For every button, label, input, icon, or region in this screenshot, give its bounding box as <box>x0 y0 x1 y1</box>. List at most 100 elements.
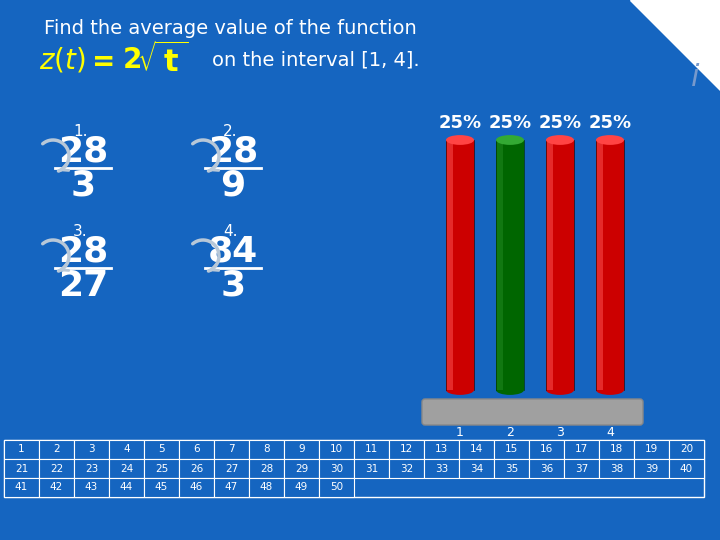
Text: 34: 34 <box>470 463 483 474</box>
Text: 15: 15 <box>505 444 518 455</box>
Bar <box>109 440 144 459</box>
Bar <box>319 478 354 497</box>
Bar <box>249 459 284 478</box>
Bar <box>284 478 319 497</box>
Ellipse shape <box>446 135 474 145</box>
Text: 32: 32 <box>400 463 413 474</box>
Text: 25: 25 <box>155 463 168 474</box>
Text: 7: 7 <box>228 444 235 455</box>
Text: 2: 2 <box>506 426 514 439</box>
Text: 20: 20 <box>680 444 693 455</box>
Bar <box>424 440 459 459</box>
Bar <box>494 459 529 478</box>
Ellipse shape <box>546 135 574 145</box>
Text: $\mathbf{\sqrt{\,t\,}}$: $\mathbf{\sqrt{\,t\,}}$ <box>138 42 189 78</box>
Text: on the interval [1, 4].: on the interval [1, 4]. <box>212 51 420 70</box>
Text: 23: 23 <box>85 463 98 474</box>
Text: 40: 40 <box>680 463 693 474</box>
Text: 48: 48 <box>260 483 273 492</box>
Bar <box>39 440 74 459</box>
Bar <box>74 459 109 478</box>
Text: 45: 45 <box>155 483 168 492</box>
Bar <box>354 459 389 478</box>
Bar <box>39 459 74 478</box>
Bar <box>179 440 214 459</box>
Polygon shape <box>630 0 720 90</box>
Text: $\mathbf{2}$: $\mathbf{2}$ <box>122 46 140 74</box>
Bar <box>634 459 669 478</box>
Text: 35: 35 <box>505 463 518 474</box>
Text: 22: 22 <box>50 463 63 474</box>
Bar <box>214 478 249 497</box>
Text: 27: 27 <box>225 463 238 474</box>
Text: $\mathbf{\mathit{z(t)}}$: $\mathbf{\mathit{z(t)}}$ <box>39 45 86 75</box>
Text: 3: 3 <box>556 426 564 439</box>
Text: 3: 3 <box>88 444 95 455</box>
Bar <box>4 440 704 497</box>
Text: 41: 41 <box>15 483 28 492</box>
Text: 19: 19 <box>645 444 658 455</box>
Bar <box>446 140 474 390</box>
Text: $\it{i}$: $\it{i}$ <box>690 63 700 93</box>
Bar <box>179 478 214 497</box>
Bar <box>546 140 574 390</box>
Bar <box>319 459 354 478</box>
Text: 1: 1 <box>456 426 464 439</box>
Text: 25%: 25% <box>588 114 631 132</box>
Bar <box>284 440 319 459</box>
Bar <box>564 459 599 478</box>
Bar <box>179 459 214 478</box>
Bar <box>596 140 624 390</box>
Text: 21: 21 <box>15 463 28 474</box>
Bar <box>546 140 553 390</box>
Bar <box>284 459 319 478</box>
Ellipse shape <box>596 135 624 145</box>
Text: 14: 14 <box>470 444 483 455</box>
Text: 26: 26 <box>190 463 203 474</box>
Text: 13: 13 <box>435 444 448 455</box>
Bar <box>144 478 179 497</box>
Text: 1: 1 <box>18 444 24 455</box>
Text: $\mathbf{=}$: $\mathbf{=}$ <box>86 46 114 74</box>
Bar <box>249 440 284 459</box>
Bar <box>39 478 74 497</box>
Bar <box>599 440 634 459</box>
Bar <box>354 440 389 459</box>
Bar <box>669 459 704 478</box>
Text: 84: 84 <box>208 235 258 269</box>
Text: 43: 43 <box>85 483 98 492</box>
Text: Find the average value of the function: Find the average value of the function <box>44 18 416 37</box>
Ellipse shape <box>596 385 624 395</box>
Text: 44: 44 <box>120 483 133 492</box>
Text: 37: 37 <box>575 463 588 474</box>
Bar <box>446 140 453 390</box>
Ellipse shape <box>546 385 574 395</box>
Text: 4: 4 <box>606 426 614 439</box>
Bar <box>214 459 249 478</box>
Text: 10: 10 <box>330 444 343 455</box>
Bar <box>496 140 524 390</box>
Text: 1.: 1. <box>73 125 88 139</box>
Bar <box>494 440 529 459</box>
Text: 27: 27 <box>58 269 108 303</box>
Text: 18: 18 <box>610 444 623 455</box>
Text: 16: 16 <box>540 444 553 455</box>
Bar <box>4 478 39 497</box>
Bar <box>4 459 39 478</box>
Text: 11: 11 <box>365 444 378 455</box>
Text: 9: 9 <box>298 444 305 455</box>
Bar <box>459 440 494 459</box>
Bar <box>4 440 39 459</box>
Text: 50: 50 <box>330 483 343 492</box>
Text: 4.: 4. <box>223 225 238 240</box>
Bar <box>459 459 494 478</box>
Bar <box>599 459 634 478</box>
Bar <box>214 440 249 459</box>
Text: 2: 2 <box>53 444 60 455</box>
Text: 33: 33 <box>435 463 448 474</box>
Text: 28: 28 <box>208 135 258 169</box>
Bar <box>74 440 109 459</box>
Text: 46: 46 <box>190 483 203 492</box>
Bar <box>564 440 599 459</box>
Text: 17: 17 <box>575 444 588 455</box>
